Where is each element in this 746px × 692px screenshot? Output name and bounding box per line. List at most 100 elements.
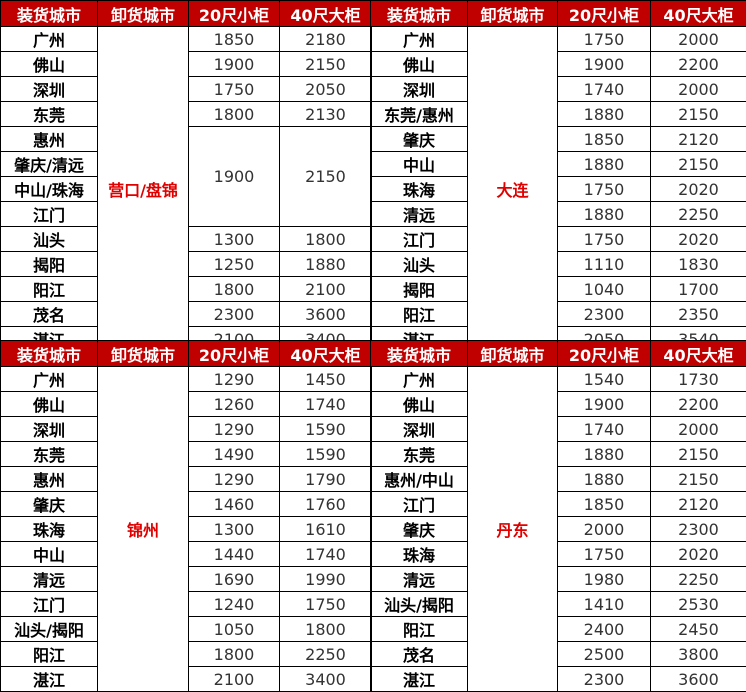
origin-city: 江门 (371, 492, 468, 517)
origin-city: 汕头 (1, 227, 98, 252)
price-20ft: 1900 (558, 52, 651, 77)
price-20ft: 2300 (558, 667, 651, 692)
origin-city: 清远 (371, 202, 468, 227)
header-cell: 卸货城市 (98, 1, 189, 27)
price-20ft: 1250 (189, 252, 280, 277)
origin-city: 揭阳 (371, 277, 468, 302)
price-20ft: 1900 (558, 392, 651, 417)
price-20ft: 1850 (189, 27, 280, 52)
origin-city: 广州 (1, 367, 98, 392)
origin-city: 深圳 (1, 77, 98, 102)
price-20ft: 1260 (189, 392, 280, 417)
origin-city: 汕头 (371, 252, 468, 277)
price-40ft: 1800 (280, 227, 372, 252)
origin-city: 肇庆 (371, 517, 468, 542)
origin-city: 阳江 (371, 302, 468, 327)
origin-city: 东莞 (1, 102, 98, 127)
origin-city: 肇庆/清远 (1, 152, 98, 177)
header-cell: 20尺小柜 (558, 341, 651, 367)
price-40ft: 2130 (280, 102, 372, 127)
price-40ft: 1590 (280, 442, 372, 467)
origin-city: 惠州 (1, 467, 98, 492)
price-40ft: 2250 (651, 202, 746, 227)
header-cell: 20尺小柜 (558, 1, 651, 27)
price-20ft: 1240 (189, 592, 280, 617)
price-40ft: 1590 (280, 417, 372, 442)
price-20ft: 1690 (189, 567, 280, 592)
price-20ft: 1290 (189, 367, 280, 392)
price-20ft: 1750 (189, 77, 280, 102)
price-40ft: 3600 (280, 302, 372, 327)
origin-city: 汕头/揭阳 (1, 617, 98, 642)
price-20ft: 1900 (189, 127, 280, 227)
price-40ft: 1730 (651, 367, 746, 392)
price-40ft: 2350 (651, 302, 746, 327)
price-40ft: 2120 (651, 492, 746, 517)
price-20ft: 1750 (558, 227, 651, 252)
header-cell: 40尺大柜 (280, 341, 372, 367)
price-40ft: 2150 (280, 127, 372, 227)
price-20ft: 1300 (189, 517, 280, 542)
price-20ft: 1880 (558, 467, 651, 492)
price-40ft: 1800 (280, 617, 372, 642)
price-40ft: 2020 (651, 227, 746, 252)
price-20ft: 2400 (558, 617, 651, 642)
origin-city: 佛山 (1, 52, 98, 77)
price-20ft: 1290 (189, 467, 280, 492)
header-cell: 卸货城市 (98, 341, 189, 367)
origin-city: 肇庆 (371, 127, 468, 152)
origin-city: 清远 (371, 567, 468, 592)
origin-city: 中山 (371, 152, 468, 177)
price-40ft: 1740 (280, 392, 372, 417)
price-40ft: 2000 (651, 77, 746, 102)
origin-city: 中山 (1, 542, 98, 567)
price-40ft: 2100 (280, 277, 372, 302)
price-40ft: 1740 (280, 542, 372, 567)
header-cell: 装货城市 (371, 341, 468, 367)
origin-city: 茂名 (371, 642, 468, 667)
price-20ft: 1040 (558, 277, 651, 302)
price-40ft: 3600 (651, 667, 746, 692)
price-40ft: 2000 (651, 417, 746, 442)
price-20ft: 1800 (189, 277, 280, 302)
origin-city: 珠海 (1, 517, 98, 542)
price-40ft: 2000 (651, 27, 746, 52)
price-40ft: 1750 (280, 592, 372, 617)
origin-city: 深圳 (1, 417, 98, 442)
origin-city: 清远 (1, 567, 98, 592)
origin-city: 江门 (371, 227, 468, 252)
origin-city: 江门 (1, 202, 98, 227)
price-20ft: 1300 (189, 227, 280, 252)
price-40ft: 1790 (280, 467, 372, 492)
price-20ft: 1740 (558, 77, 651, 102)
origin-city: 广州 (371, 367, 468, 392)
price-20ft: 1490 (189, 442, 280, 467)
price-20ft: 1880 (558, 442, 651, 467)
destination-city: 大连 (468, 27, 558, 352)
